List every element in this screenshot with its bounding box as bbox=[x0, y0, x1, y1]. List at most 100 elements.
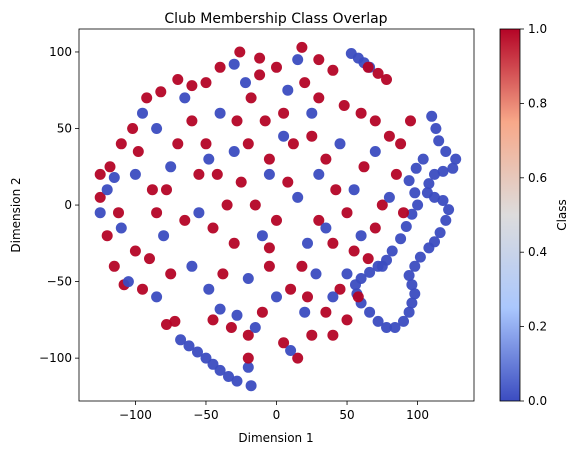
scatter-point-class-0 bbox=[122, 276, 134, 288]
scatter-point-class-1 bbox=[313, 214, 325, 226]
colorbar-tick-label: 0.8 bbox=[528, 96, 547, 110]
scatter-point-class-1 bbox=[200, 138, 212, 150]
scatter-point-class-0 bbox=[214, 364, 226, 376]
scatter-point-class-1 bbox=[144, 253, 155, 265]
scatter-point-class-0 bbox=[192, 346, 203, 358]
scatter-point-class-1 bbox=[217, 268, 229, 280]
scatter-point-class-1 bbox=[172, 74, 184, 85]
scatter-point-class-1 bbox=[115, 138, 127, 150]
scatter-point-class-0 bbox=[423, 242, 435, 254]
scatter-point-class-0 bbox=[403, 270, 415, 281]
scatter-point-class-1 bbox=[193, 168, 205, 180]
scatter-point-class-0 bbox=[341, 268, 353, 280]
scatter-point-class-1 bbox=[254, 69, 266, 81]
scatter-point-class-0 bbox=[389, 322, 401, 333]
scatter-point-class-1 bbox=[320, 306, 332, 318]
scatter-point-class-1 bbox=[169, 315, 181, 327]
scatter-point-class-1 bbox=[101, 230, 113, 242]
scatter-point-class-0 bbox=[214, 107, 226, 119]
scatter-point-class-0 bbox=[403, 175, 415, 187]
scatter-point-class-1 bbox=[278, 337, 290, 349]
scatter-point-class-1 bbox=[113, 207, 124, 219]
scatter-point-class-1 bbox=[376, 199, 388, 211]
scatter-point-class-1 bbox=[313, 92, 325, 104]
scatter-point-class-1 bbox=[94, 168, 106, 180]
scatter-point-class-0 bbox=[313, 168, 325, 180]
scatter-point-class-1 bbox=[306, 130, 318, 142]
scatter-point-class-1 bbox=[225, 322, 237, 333]
scatter-point-class-1 bbox=[352, 291, 364, 303]
y-tick-label: 100 bbox=[49, 45, 72, 59]
scatter-point-class-0 bbox=[203, 153, 215, 165]
scatter-point-class-0 bbox=[429, 191, 440, 203]
scatter-point-class-0 bbox=[364, 306, 376, 318]
scatter-point-class-0 bbox=[403, 306, 415, 318]
scatter-point-class-0 bbox=[137, 107, 148, 119]
scatter-point-class-1 bbox=[259, 115, 271, 127]
scatter-point-class-1 bbox=[179, 214, 191, 226]
scatter-point-class-1 bbox=[161, 184, 172, 196]
scatter-point-class-0 bbox=[426, 110, 438, 122]
scatter-point-class-0 bbox=[383, 191, 395, 203]
scatter-point-class-0 bbox=[108, 172, 120, 183]
scatter-point-class-0 bbox=[398, 315, 409, 327]
scatter-point-class-1 bbox=[390, 168, 402, 180]
scatter-point-class-0 bbox=[231, 309, 243, 321]
scatter-point-class-0 bbox=[285, 345, 297, 356]
colorbar bbox=[499, 28, 521, 402]
scatter-point-class-0 bbox=[440, 146, 452, 157]
scatter-point-class-0 bbox=[414, 251, 426, 263]
scatter-point-class-1 bbox=[327, 329, 339, 341]
scatter-point-class-0 bbox=[101, 184, 113, 196]
scatter-point-class-0 bbox=[364, 266, 376, 278]
scatter-point-class-1 bbox=[245, 92, 257, 104]
scatter-point-class-1 bbox=[151, 207, 163, 219]
scatter-point-class-0 bbox=[440, 214, 452, 226]
scatter-point-class-0 bbox=[175, 334, 187, 346]
scatter-point-class-0 bbox=[372, 315, 384, 327]
scatter-point-class-1 bbox=[355, 107, 367, 119]
scatter-point-class-0 bbox=[410, 162, 422, 174]
scatter-point-class-0 bbox=[406, 279, 418, 291]
scatter-point-class-0 bbox=[299, 306, 311, 318]
scatter-point-class-0 bbox=[129, 168, 141, 180]
scatter-point-class-0 bbox=[406, 297, 418, 309]
y-axis-label: Dimension 2 bbox=[9, 177, 23, 252]
scatter-point-class-1 bbox=[285, 283, 297, 295]
scatter-point-class-1 bbox=[348, 245, 360, 257]
scatter-point-class-0 bbox=[355, 230, 367, 242]
scatter-point-class-1 bbox=[278, 107, 290, 119]
scatter-point-class-1 bbox=[186, 115, 198, 127]
scatter-point-class-1 bbox=[341, 314, 353, 326]
scatter-point-class-0 bbox=[400, 221, 412, 232]
scatter-point-class-1 bbox=[398, 207, 409, 219]
scatter-point-class-1 bbox=[327, 64, 339, 76]
scatter-point-class-0 bbox=[186, 260, 198, 272]
scatter-point-class-1 bbox=[334, 283, 346, 295]
scatter-point-class-1 bbox=[296, 260, 308, 272]
scatter-point-class-0 bbox=[203, 283, 215, 295]
scatter-point-class-0 bbox=[158, 230, 170, 242]
scatter-point-class-1 bbox=[263, 260, 275, 272]
scatter-point-class-0 bbox=[214, 303, 226, 315]
scatter-point-class-1 bbox=[362, 253, 374, 265]
scatter-point-class-0 bbox=[242, 361, 254, 373]
scatter-point-class-1 bbox=[395, 138, 407, 150]
scatter-point-class-0 bbox=[447, 162, 459, 174]
scatter-point-class-1 bbox=[369, 222, 381, 234]
scatter-point-class-1 bbox=[214, 61, 226, 73]
scatter-point-class-1 bbox=[141, 92, 153, 104]
scatter-point-class-0 bbox=[348, 184, 360, 196]
scatter-point-class-1 bbox=[249, 199, 261, 211]
y-tick-label: 0 bbox=[64, 198, 72, 212]
scatter-point-class-0 bbox=[228, 146, 240, 157]
scatter-point-class-0 bbox=[240, 77, 251, 89]
scatter-point-class-0 bbox=[302, 237, 313, 249]
scatter-point-class-0 bbox=[292, 191, 304, 203]
scatter-point-class-0 bbox=[249, 322, 261, 333]
x-tick-label: −100 bbox=[119, 408, 152, 422]
scatter-point-class-1 bbox=[207, 222, 219, 234]
scatter-point-class-1 bbox=[341, 207, 353, 219]
scatter-point-class-1 bbox=[306, 329, 318, 341]
scatter-point-class-0 bbox=[263, 168, 275, 180]
